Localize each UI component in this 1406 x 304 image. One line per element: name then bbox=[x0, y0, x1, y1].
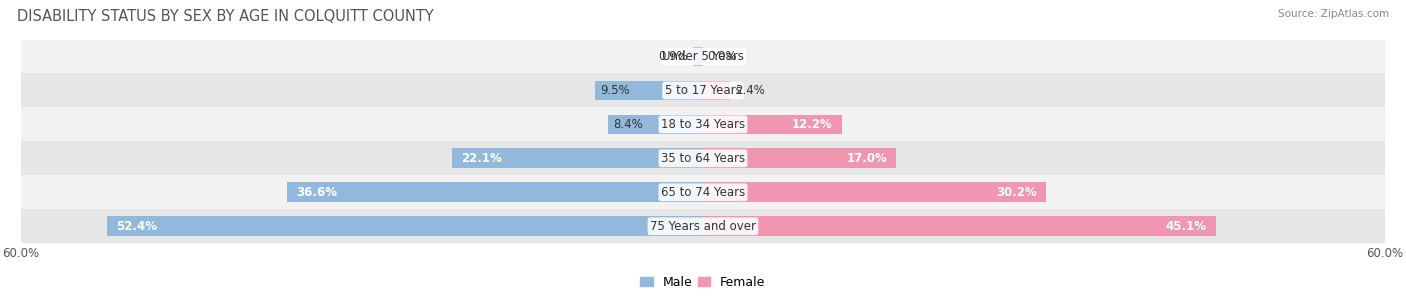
Legend: Male, Female: Male, Female bbox=[636, 271, 770, 294]
Text: 0.0%: 0.0% bbox=[707, 50, 737, 63]
Bar bbox=[693, 47, 703, 66]
Text: 65 to 74 Years: 65 to 74 Years bbox=[661, 186, 745, 199]
Text: 9.5%: 9.5% bbox=[600, 84, 630, 97]
Bar bbox=[21, 74, 1385, 107]
Bar bbox=[595, 81, 703, 100]
Bar bbox=[703, 216, 1216, 236]
Bar bbox=[21, 175, 1385, 209]
Bar bbox=[703, 148, 896, 168]
Text: 52.4%: 52.4% bbox=[117, 220, 157, 233]
Bar bbox=[21, 141, 1385, 175]
Text: 5 to 17 Years: 5 to 17 Years bbox=[665, 84, 741, 97]
Text: 18 to 34 Years: 18 to 34 Years bbox=[661, 118, 745, 131]
Text: 12.2%: 12.2% bbox=[792, 118, 832, 131]
Text: 0.9%: 0.9% bbox=[658, 50, 688, 63]
Bar bbox=[21, 107, 1385, 141]
Bar bbox=[21, 40, 1385, 74]
Bar bbox=[607, 115, 703, 134]
Bar bbox=[107, 216, 703, 236]
Text: 17.0%: 17.0% bbox=[846, 152, 887, 165]
Text: 30.2%: 30.2% bbox=[997, 186, 1038, 199]
Text: 45.1%: 45.1% bbox=[1166, 220, 1206, 233]
Text: DISABILITY STATUS BY SEX BY AGE IN COLQUITT COUNTY: DISABILITY STATUS BY SEX BY AGE IN COLQU… bbox=[17, 9, 433, 24]
Bar bbox=[287, 182, 703, 202]
Text: Under 5 Years: Under 5 Years bbox=[662, 50, 744, 63]
Text: 35 to 64 Years: 35 to 64 Years bbox=[661, 152, 745, 165]
Bar bbox=[703, 81, 730, 100]
Bar bbox=[451, 148, 703, 168]
Bar bbox=[703, 115, 842, 134]
Text: 75 Years and over: 75 Years and over bbox=[650, 220, 756, 233]
Bar bbox=[21, 209, 1385, 243]
Text: 36.6%: 36.6% bbox=[297, 186, 337, 199]
Bar bbox=[703, 182, 1046, 202]
Text: 22.1%: 22.1% bbox=[461, 152, 502, 165]
Text: Source: ZipAtlas.com: Source: ZipAtlas.com bbox=[1278, 9, 1389, 19]
Text: 8.4%: 8.4% bbox=[613, 118, 643, 131]
Text: 2.4%: 2.4% bbox=[735, 84, 765, 97]
